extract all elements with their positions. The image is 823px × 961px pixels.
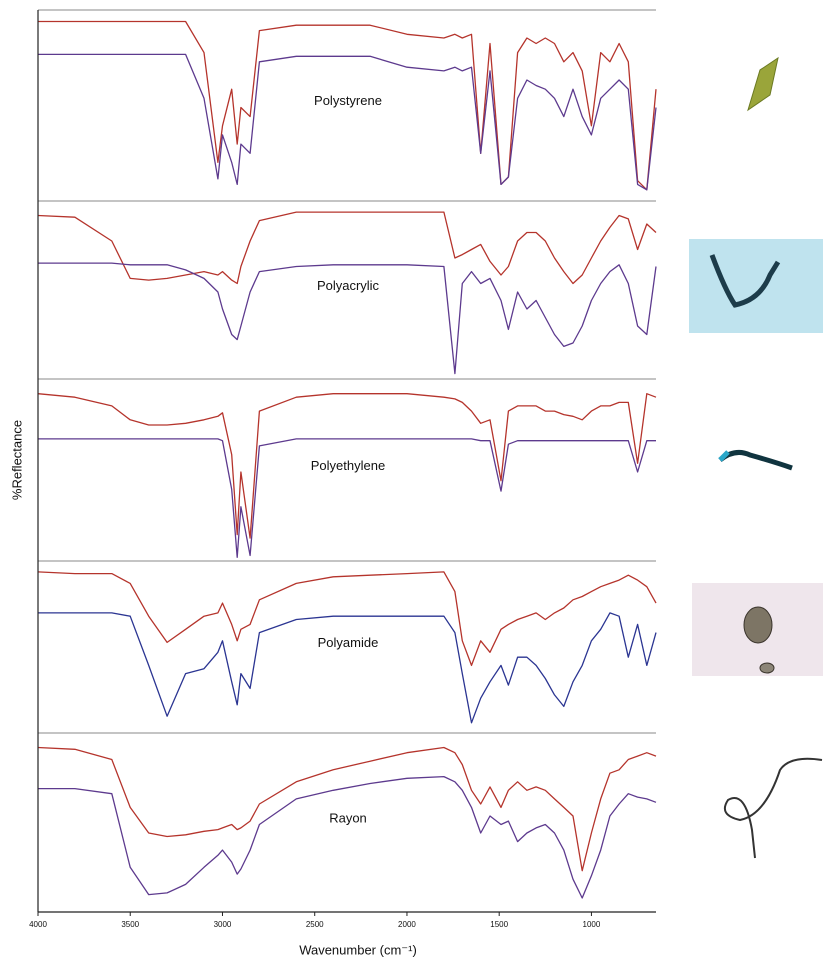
- x-axis-label: Wavenumber (cm⁻¹): [299, 942, 417, 957]
- sample-images: [689, 56, 823, 859]
- x-tick-label: 2500: [306, 920, 324, 929]
- sample-image: [747, 56, 779, 112]
- x-tick-label: 3500: [121, 920, 139, 929]
- spectrum-line: [37, 571, 657, 667]
- sample-image: [724, 757, 823, 859]
- spectrum-line: [37, 211, 657, 285]
- spectrum-line: [38, 438, 656, 558]
- spectrum-line: [38, 262, 657, 375]
- spectrum-line: [38, 612, 657, 724]
- panel-label: Polyacrylic: [317, 278, 380, 293]
- sample-image: [689, 239, 823, 333]
- spectrum-line: [38, 20, 657, 191]
- sample-image: [709, 254, 781, 308]
- panel-label: Polystyrene: [314, 93, 382, 108]
- x-tick-label: 4000: [29, 920, 47, 929]
- spectrum-line: [38, 53, 657, 191]
- x-tick-label: 3000: [214, 920, 232, 929]
- panel-label: Polyethylene: [311, 458, 385, 473]
- x-tick-label: 1500: [490, 920, 508, 929]
- sample-image: [718, 450, 730, 462]
- sample-image: [759, 662, 775, 674]
- spectrum-line: [38, 775, 657, 899]
- sample-image: [743, 606, 773, 644]
- x-tick-label: 2000: [398, 920, 416, 929]
- y-axis-label: %Reflectance: [9, 420, 24, 500]
- x-tick-label: 1000: [583, 920, 601, 929]
- spectrum-line: [37, 746, 657, 872]
- panel-label: Rayon: [329, 810, 367, 825]
- spectrum-line: [37, 393, 657, 539]
- panel-label: Polyamide: [318, 635, 379, 650]
